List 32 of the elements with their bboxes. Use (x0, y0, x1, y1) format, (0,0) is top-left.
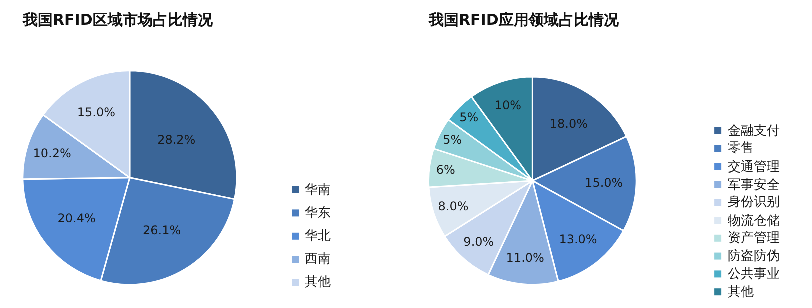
data-label: 26.1% (143, 224, 182, 238)
chart-title: 我国RFID区域市场占比情况 (22, 11, 214, 29)
chart-title: 我国RFID应用领域占比情况 (428, 11, 620, 29)
data-label: 18.0% (550, 116, 588, 131)
data-label: 9.0% (464, 234, 494, 249)
data-label: 5% (460, 110, 479, 124)
data-label: 15.0% (585, 176, 624, 190)
data-label: 10.2% (33, 146, 72, 160)
legend-label: 身份识别 (728, 195, 780, 210)
legend-label: 防盗防伪 (728, 249, 780, 264)
legend-label: 零售 (728, 141, 754, 156)
legend-label: 交通管理 (728, 159, 780, 175)
legend-label: 军事安全 (728, 177, 780, 193)
legend-label: 华北 (305, 229, 331, 244)
legend-label: 资产管理 (728, 231, 780, 246)
legend-label: 金融支付 (728, 124, 780, 139)
data-label: 28.2% (158, 132, 196, 147)
legend-label: 华东 (305, 206, 331, 221)
legend-label: 其他 (728, 285, 754, 300)
data-label: 8.0% (438, 200, 469, 214)
legend-label: 公共事业 (728, 267, 780, 282)
legend-label: 西南 (305, 252, 331, 267)
data-label: 10% (494, 98, 522, 112)
data-label: 20.4% (58, 212, 96, 226)
legend-label: 物流仓储 (728, 213, 780, 229)
legend-label: 华南 (305, 183, 331, 198)
data-label: 11.0% (506, 251, 544, 266)
data-label: 13.0% (559, 232, 598, 247)
data-label: 15.0% (77, 105, 116, 120)
data-label: 6% (436, 162, 456, 177)
data-label: 5% (443, 133, 462, 148)
legend-label: 其他 (305, 275, 331, 290)
